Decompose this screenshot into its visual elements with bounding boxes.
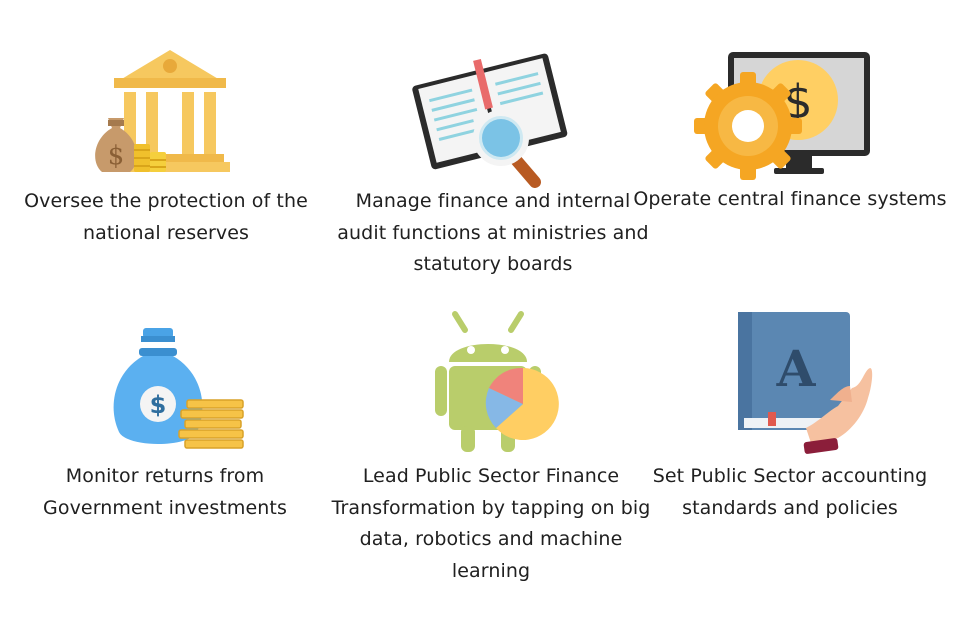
gear-monitor-dollar-icon: $ [694, 52, 870, 180]
android-robot-pie-chart-icon [435, 311, 559, 452]
audit-book-magnifier-icon [412, 53, 568, 188]
card-caption: Set Public Sector accounting standards a… [652, 465, 928, 519]
card-caption: Operate central finance systems [633, 188, 947, 210]
card-caption: Oversee the protection of the national r… [24, 190, 308, 244]
money-bag-coins-icon: $ [113, 328, 244, 449]
svg-text:$: $ [108, 141, 125, 171]
svg-text:$: $ [150, 391, 167, 419]
card-caption: Manage finance and internal audit functi… [337, 190, 649, 275]
card-caption: Lead Public Sector Finance Transformatio… [331, 465, 651, 582]
bank-money-icon: $ [95, 50, 230, 172]
svg-text:A: A [776, 339, 817, 398]
card-caption: Monitor returns from Government investme… [43, 465, 287, 519]
accounting-book-hand-icon: A [738, 312, 873, 454]
